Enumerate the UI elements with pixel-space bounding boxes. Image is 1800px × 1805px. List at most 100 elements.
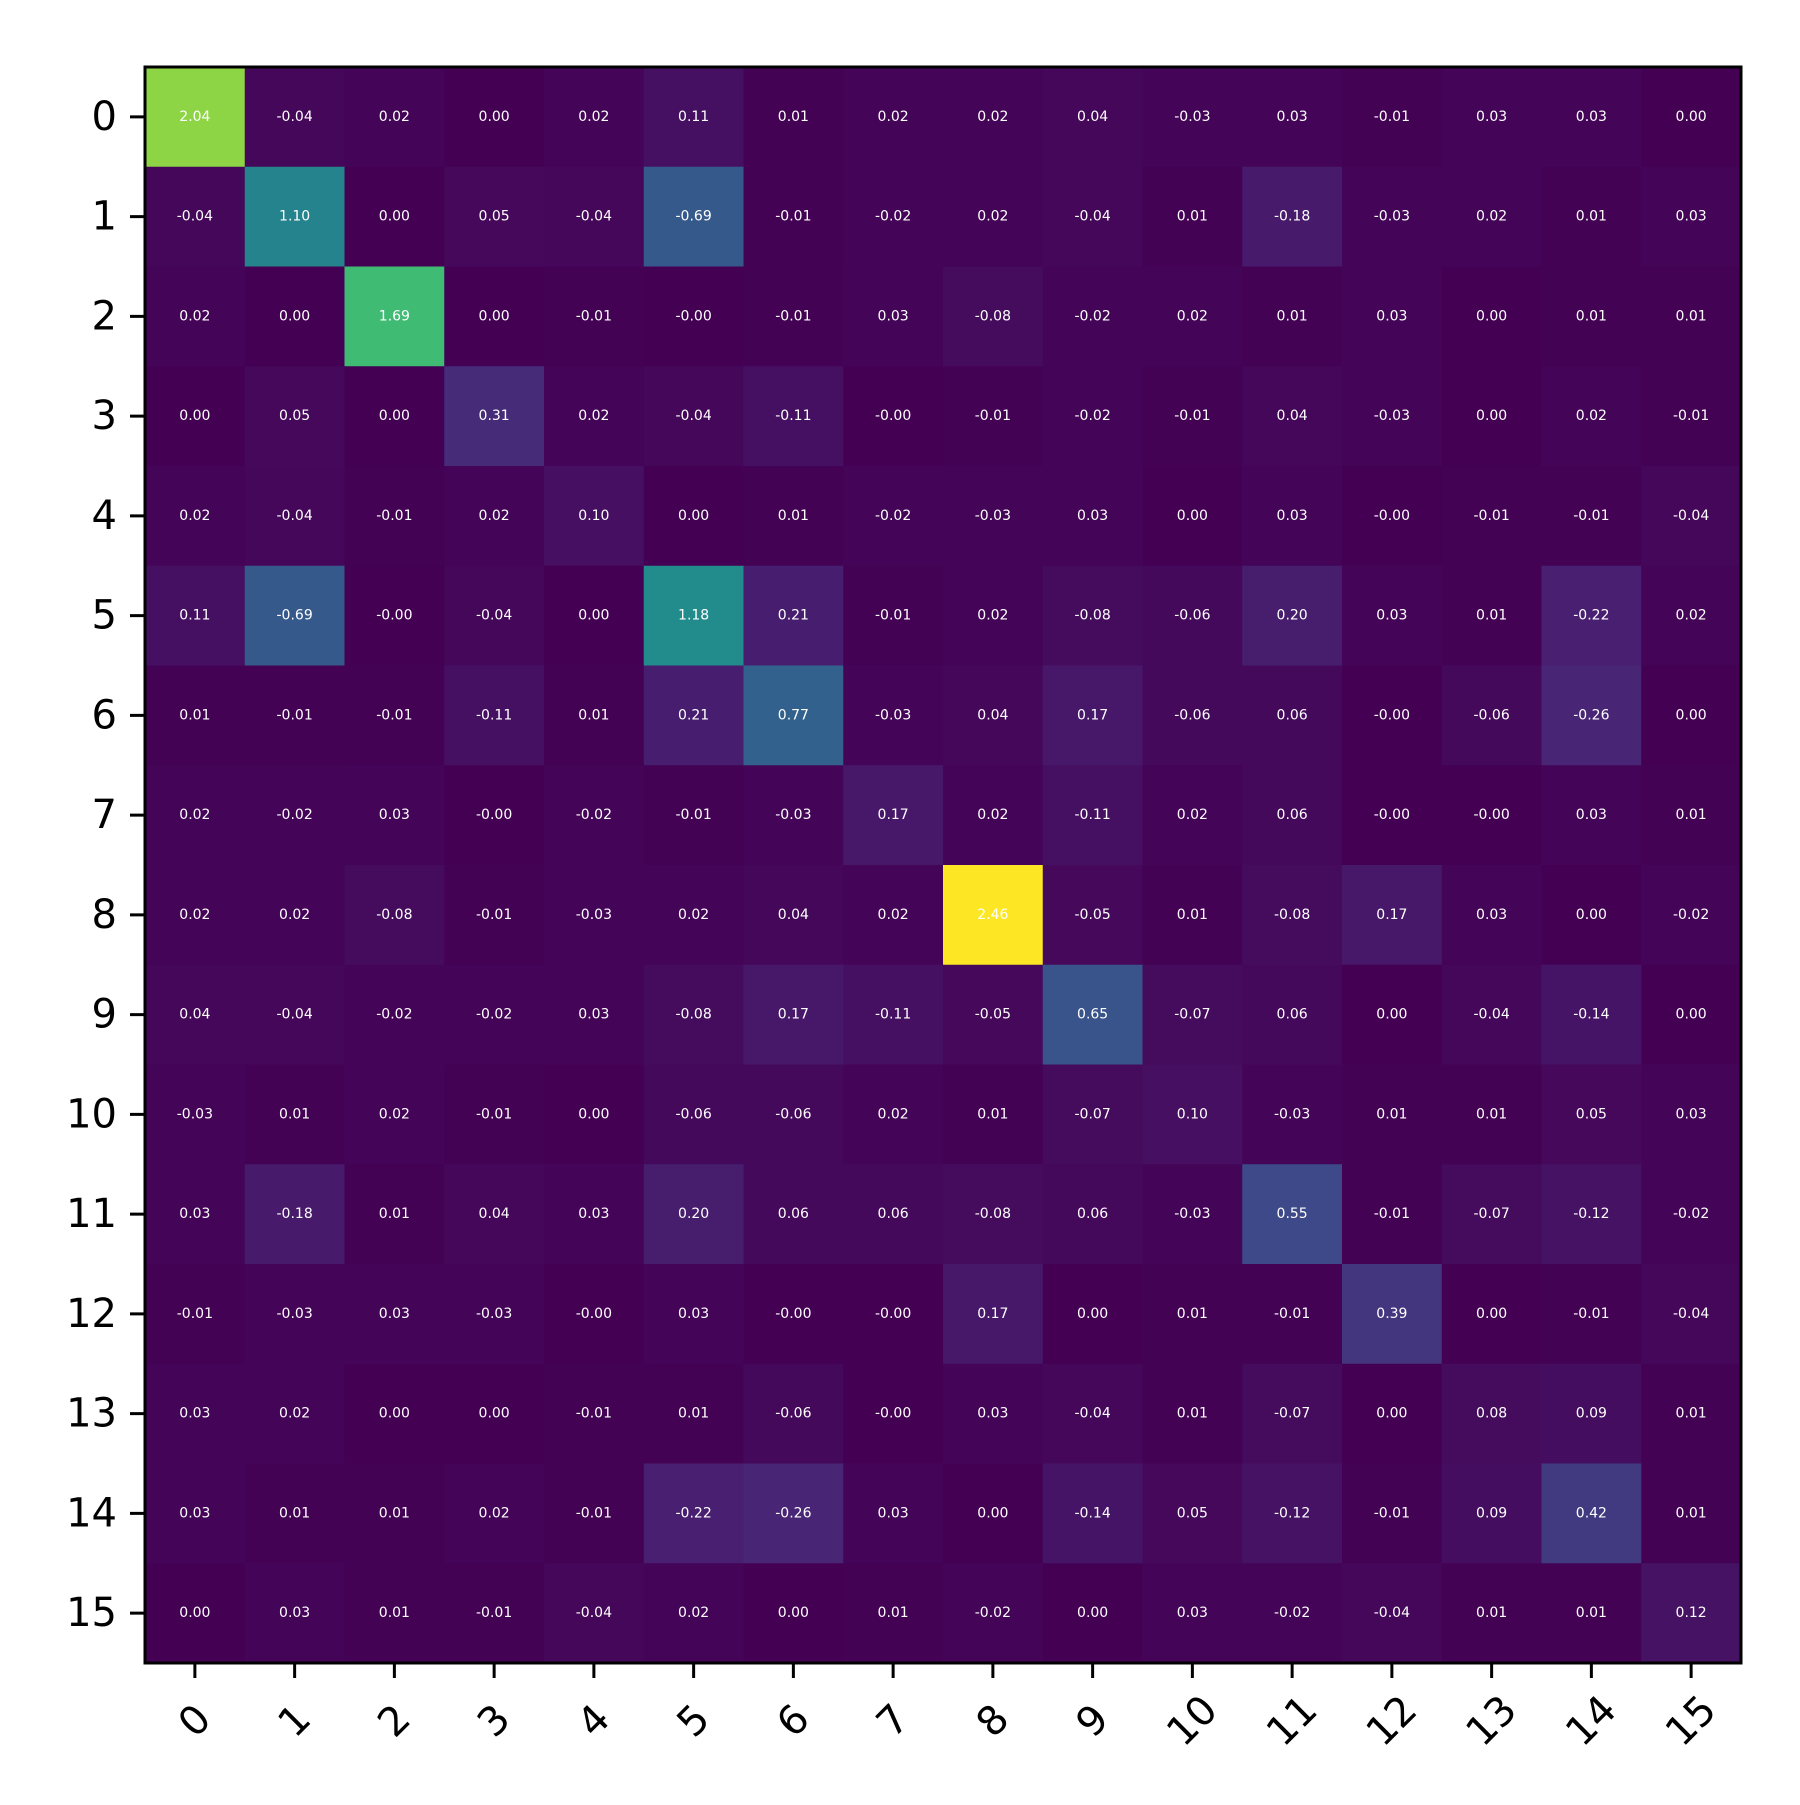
cell-value-label-r10-c4: 0.00	[578, 1106, 609, 1122]
cell-value-label-r10-c10: 0.10	[1177, 1106, 1208, 1122]
cell-value-label-r14-c3: 0.02	[479, 1505, 510, 1521]
cell-value-label-r9-c2: -0.02	[376, 1007, 412, 1023]
heatmap-cell-r2-c12	[1342, 266, 1443, 367]
heatmap-cell-r8-c9	[1042, 865, 1144, 966]
heatmap-cell-r3-c12	[1342, 366, 1443, 467]
heatmap-cell-r15-c11	[1242, 1563, 1343, 1664]
heatmap-cell-r15-c5	[643, 1563, 745, 1664]
heatmap-cell-r7-c14	[1541, 765, 1642, 866]
heatmap-cell-r13-c9	[1042, 1363, 1144, 1465]
heatmap-cell-r4-c12	[1342, 466, 1443, 567]
heatmap-cell-r0-c7	[843, 67, 944, 168]
heatmap-cell-r1-c6	[743, 166, 844, 268]
heatmap-cell-r3-c4	[544, 366, 645, 467]
cell-value-label-r9-c7: -0.11	[875, 1007, 911, 1023]
heatmap-cell-r15-c8	[943, 1563, 1044, 1664]
heatmap-cell-r6-c12	[1342, 665, 1443, 766]
cell-value-label-r8-c14: 0.00	[1576, 907, 1607, 923]
cell-value-label-r0-c0: 2.04	[179, 109, 210, 125]
cell-value-label-r5-c6: 0.21	[778, 608, 809, 624]
heatmap-cell-r7-c3	[444, 765, 545, 866]
cell-value-label-r15-c12: -0.04	[1374, 1605, 1410, 1621]
y-tick-label-15: 15	[66, 1590, 117, 1636]
heatmap-cell-r10-c7	[843, 1064, 944, 1165]
heatmap-cell-r13-c13	[1441, 1363, 1543, 1465]
cell-value-label-r15-c15: 0.12	[1676, 1605, 1707, 1621]
cell-value-label-r11-c5: 0.20	[678, 1206, 709, 1222]
heatmap-cell-r2-c6	[743, 266, 844, 367]
heatmap-cell-r9-c11	[1242, 964, 1343, 1066]
cell-value-label-r13-c2: 0.00	[379, 1406, 410, 1422]
cell-value-label-r1-c3: 0.05	[479, 209, 510, 225]
cell-value-label-r3-c9: -0.02	[1075, 408, 1111, 424]
cell-value-label-r11-c6: 0.06	[778, 1206, 809, 1222]
cell-value-label-r3-c8: -0.01	[975, 408, 1011, 424]
cell-value-label-r15-c0: 0.00	[179, 1605, 210, 1621]
cell-value-label-r4-c0: 0.02	[179, 508, 210, 524]
heatmap-cell-r12-c0	[145, 1264, 246, 1365]
heatmap-cell-r9-c9	[1042, 964, 1144, 1066]
heatmap-cell-r10-c9	[1042, 1064, 1144, 1165]
heatmap-cell-r5-c0	[145, 565, 246, 667]
cell-value-label-r3-c1: 0.05	[279, 408, 310, 424]
heatmap-cell-r13-c14	[1541, 1363, 1642, 1465]
heatmap-cell-r6-c14	[1541, 665, 1642, 766]
heatmap-cell-r7-c8	[943, 765, 1044, 866]
heatmap-cell-r4-c1	[244, 466, 346, 567]
heatmap-cell-r10-c14	[1541, 1064, 1642, 1165]
cell-value-label-r4-c4: 0.10	[578, 508, 609, 524]
y-tick-label-5: 5	[92, 593, 117, 639]
heatmap-cell-r9-c6	[743, 964, 844, 1066]
heatmap-cell-r15-c6	[743, 1563, 844, 1664]
cell-value-label-r6-c13: -0.06	[1474, 707, 1510, 723]
heatmap-cell-r1-c13	[1441, 166, 1543, 268]
cell-value-label-r3-c14: 0.02	[1576, 408, 1607, 424]
cell-value-label-r9-c5: -0.08	[676, 1007, 712, 1023]
x-tick-label-15: 15	[1657, 1687, 1726, 1756]
cell-value-label-r2-c13: 0.00	[1476, 308, 1507, 324]
cell-value-label-r8-c9: -0.05	[1075, 907, 1111, 923]
cell-value-label-r4-c8: -0.03	[975, 508, 1011, 524]
heatmap-cell-r1-c4	[544, 166, 645, 268]
heatmap-cell-r9-c2	[344, 964, 445, 1066]
heatmap-cell-r13-c5	[643, 1363, 745, 1465]
cell-value-label-r9-c8: -0.05	[975, 1007, 1011, 1023]
heatmap-cell-r14-c6	[743, 1463, 844, 1564]
heatmap-cell-r6-c1	[244, 665, 346, 766]
cell-value-label-r5-c9: -0.08	[1075, 608, 1111, 624]
cell-value-label-r12-c11: -0.01	[1274, 1306, 1310, 1322]
cell-value-label-r8-c7: 0.02	[878, 907, 909, 923]
heatmap-cell-r8-c7	[843, 865, 944, 966]
cell-value-label-r6-c14: -0.26	[1573, 707, 1609, 723]
cell-value-label-r3-c12: -0.03	[1374, 408, 1410, 424]
cell-value-label-r4-c3: 0.02	[479, 508, 510, 524]
y-tick-label-3: 3	[92, 393, 117, 439]
heatmap-cell-r4-c4	[544, 466, 645, 567]
heatmap-cell-r0-c8	[943, 67, 1044, 168]
heatmap-cell-r9-c0	[145, 964, 246, 1066]
heatmap-cell-r15-c14	[1541, 1563, 1642, 1664]
cell-value-label-r14-c6: -0.26	[775, 1505, 811, 1521]
heatmap-cell-r7-c1	[244, 765, 346, 866]
cell-value-label-r2-c5: -0.00	[676, 308, 712, 324]
heatmap-cell-r0-c4	[544, 67, 645, 168]
heatmap-cell-r4-c9	[1042, 466, 1144, 567]
heatmap-cell-r7-c12	[1342, 765, 1443, 866]
heatmap-cell-r0-c14	[1541, 67, 1642, 168]
x-tick-label-13: 13	[1457, 1687, 1526, 1756]
cell-value-label-r0-c9: 0.04	[1077, 109, 1108, 125]
cell-value-label-r1-c1: 1.10	[279, 209, 310, 225]
cell-value-label-r13-c12: 0.00	[1376, 1406, 1407, 1422]
heatmap-cell-r12-c1	[244, 1264, 346, 1365]
cell-value-label-r5-c13: 0.01	[1476, 608, 1507, 624]
heatmap-cell-r11-c2	[344, 1164, 445, 1265]
cell-value-label-r7-c5: -0.01	[676, 807, 712, 823]
heatmap-cell-r4-c10	[1142, 466, 1243, 567]
cell-value-label-r1-c15: 0.03	[1676, 209, 1707, 225]
heatmap-cell-r13-c10	[1142, 1363, 1243, 1465]
heatmap-cell-r10-c6	[743, 1064, 844, 1165]
heatmap-cells	[145, 67, 1742, 1664]
cell-value-label-r0-c14: 0.03	[1576, 109, 1607, 125]
heatmap-cell-r13-c1	[244, 1363, 346, 1465]
